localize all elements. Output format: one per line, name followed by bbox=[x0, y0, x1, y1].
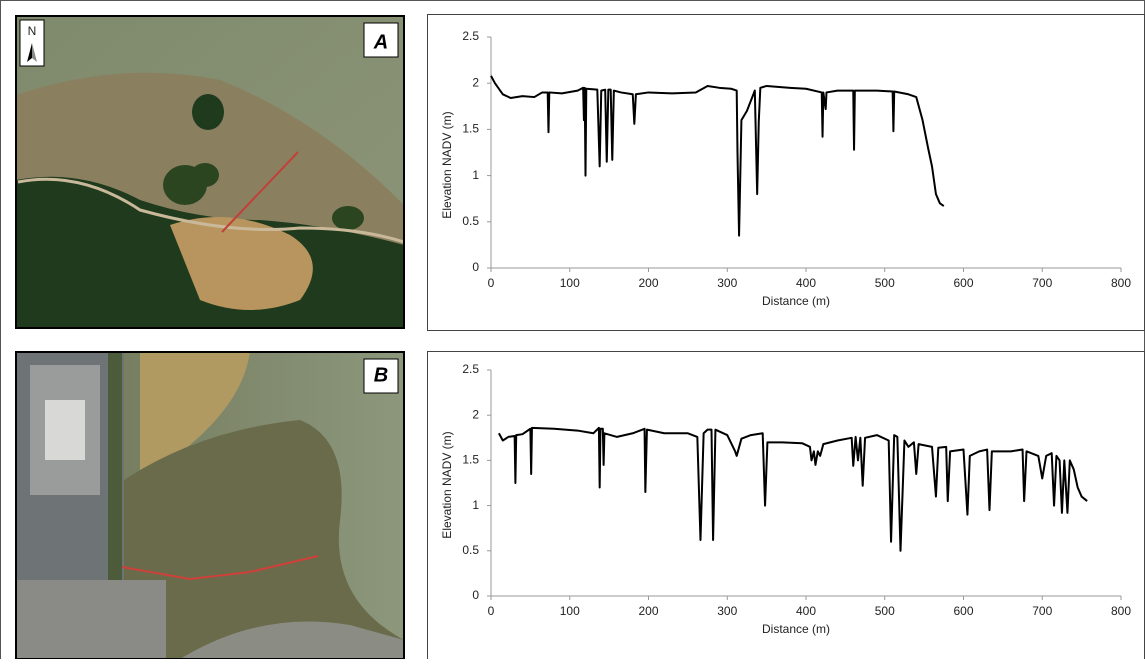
profile-line bbox=[490, 75, 945, 237]
y-tick-label: 0.5 bbox=[462, 214, 479, 228]
x-tick-label: 600 bbox=[953, 604, 973, 618]
x-axis-title: Distance (m) bbox=[762, 294, 830, 308]
x-tick-label: 200 bbox=[638, 604, 658, 618]
x-tick-label: 400 bbox=[796, 604, 816, 618]
x-tick-label: 100 bbox=[560, 604, 580, 618]
x-tick-label: 400 bbox=[796, 276, 816, 290]
y-tick-label: 2.5 bbox=[462, 29, 479, 43]
x-tick-label: 800 bbox=[1111, 604, 1131, 618]
x-tick-label: 300 bbox=[717, 276, 737, 290]
y-tick-label: 0 bbox=[472, 588, 479, 602]
x-tick-label: 0 bbox=[488, 276, 495, 290]
x-tick-label: 500 bbox=[875, 604, 895, 618]
x-tick-label: 500 bbox=[875, 276, 895, 290]
y-tick-label: 2.5 bbox=[462, 362, 479, 376]
y-tick-label: 1 bbox=[472, 168, 479, 182]
y-tick-label: 2 bbox=[472, 75, 479, 89]
north-label: N bbox=[28, 24, 37, 38]
aerial-image-b bbox=[15, 351, 405, 660]
x-tick-label: 600 bbox=[953, 276, 973, 290]
y-tick-label: 1 bbox=[472, 498, 479, 512]
x-tick-label: 0 bbox=[488, 604, 495, 618]
profile-line bbox=[498, 426, 1088, 552]
x-tick-label: 100 bbox=[560, 276, 580, 290]
y-tick-label: 1.5 bbox=[462, 122, 479, 136]
panel-label: B bbox=[374, 364, 388, 386]
x-tick-label: 200 bbox=[638, 276, 658, 290]
y-tick-label: 1.5 bbox=[462, 453, 479, 467]
y-tick-label: 2 bbox=[472, 407, 479, 421]
y-tick-label: 0 bbox=[472, 260, 479, 274]
x-tick-label: 800 bbox=[1111, 276, 1131, 290]
x-tick-label: 700 bbox=[1032, 276, 1052, 290]
x-tick-label: 300 bbox=[717, 604, 737, 618]
panel-label: A bbox=[373, 31, 388, 53]
y-tick-label: 0.5 bbox=[462, 543, 479, 557]
x-axis-title: Distance (m) bbox=[762, 622, 830, 636]
y-axis-title: Elevation NADV (m) bbox=[440, 431, 454, 538]
y-axis-title: Elevation NADV (m) bbox=[440, 111, 454, 218]
aerial-image-a bbox=[15, 15, 405, 329]
x-tick-label: 700 bbox=[1032, 604, 1052, 618]
